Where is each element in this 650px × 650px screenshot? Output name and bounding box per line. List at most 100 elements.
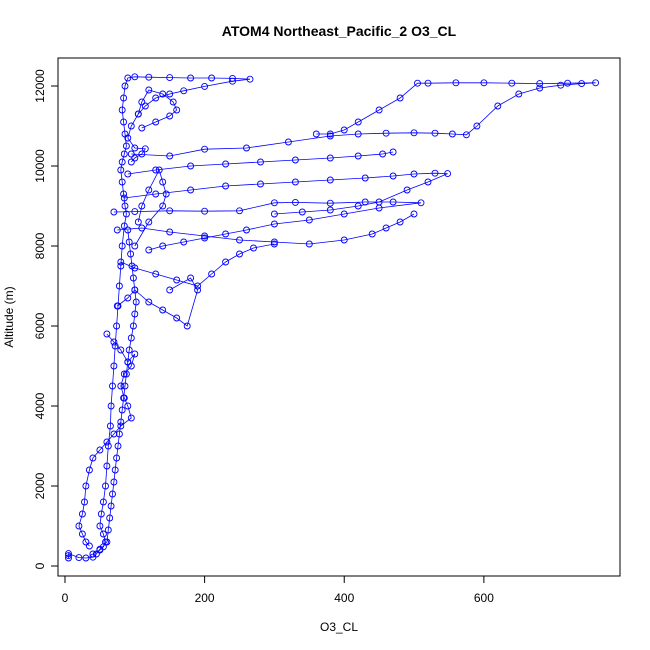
data-point	[414, 79, 421, 87]
plot-area	[65, 73, 600, 562]
data-point	[75, 522, 83, 530]
data-point	[120, 194, 128, 202]
data-point	[480, 79, 488, 87]
data-series	[113, 274, 202, 330]
data-point	[305, 240, 313, 248]
data-point	[106, 514, 114, 522]
data-point	[127, 150, 135, 158]
data-point	[65, 550, 72, 558]
y-tick-label: 6000	[33, 312, 47, 339]
data-point	[448, 130, 456, 138]
data-point	[145, 186, 153, 194]
data-point	[159, 242, 167, 250]
data-point	[187, 74, 195, 82]
data-point	[138, 98, 146, 106]
data-point	[257, 180, 264, 188]
data-point	[131, 154, 139, 162]
data-point	[124, 402, 132, 410]
data-point	[127, 122, 135, 130]
data-point	[201, 145, 209, 153]
x-tick-label: 600	[474, 591, 494, 605]
data-series	[131, 166, 170, 250]
data-point	[410, 210, 418, 218]
data-point	[134, 218, 142, 226]
data-series	[65, 73, 254, 562]
data-point	[96, 546, 104, 554]
data-point	[120, 394, 128, 402]
data-series	[124, 148, 397, 178]
data-point	[473, 122, 481, 130]
data-point	[508, 79, 516, 87]
data-point	[462, 131, 470, 139]
series-line	[131, 82, 596, 157]
data-point	[208, 74, 216, 82]
chart-title: ATOM4 Northeast_Pacific_2 O3_CL	[222, 23, 457, 39]
data-point	[115, 282, 123, 290]
data-point	[494, 102, 502, 110]
data-point	[194, 282, 202, 290]
data-point	[106, 422, 114, 430]
data-point	[99, 530, 107, 538]
data-point	[131, 350, 139, 358]
data-point	[127, 250, 135, 258]
data-point	[173, 314, 181, 322]
data-point	[431, 129, 439, 137]
series-line	[127, 151, 394, 175]
data-point	[312, 130, 320, 138]
series-line	[137, 89, 178, 129]
data-point	[97, 510, 105, 518]
data-point	[81, 498, 88, 506]
series-line	[78, 333, 136, 547]
data-point	[125, 238, 133, 246]
data-point	[222, 182, 230, 190]
data-point	[109, 382, 116, 390]
y-tick-label: 4000	[33, 392, 47, 419]
data-point	[107, 502, 115, 510]
data-point	[159, 306, 167, 314]
data-point	[166, 112, 174, 120]
data-point	[250, 244, 257, 252]
data-point	[89, 550, 97, 558]
data-point	[270, 238, 278, 246]
data-series	[117, 240, 278, 290]
data-point	[354, 130, 362, 138]
data-point	[410, 129, 418, 137]
data-point	[122, 370, 130, 378]
data-point	[326, 130, 334, 138]
data-point	[107, 402, 115, 410]
data-point	[201, 82, 209, 90]
data-point	[236, 236, 243, 244]
data-point	[166, 207, 174, 215]
data-point	[124, 134, 132, 142]
data-point	[592, 79, 600, 87]
data-point	[183, 322, 191, 330]
data-point	[114, 442, 122, 450]
data-point	[120, 94, 128, 102]
data-point	[129, 274, 137, 282]
data-point	[375, 204, 383, 212]
data-point	[117, 418, 125, 426]
data-point	[326, 206, 334, 214]
data-point	[536, 84, 544, 92]
data-point	[117, 382, 125, 390]
data-point	[166, 152, 174, 160]
data-point	[121, 202, 129, 210]
series-line	[134, 168, 167, 247]
data-series	[127, 79, 600, 160]
data-point	[82, 538, 90, 546]
data-point	[431, 169, 439, 177]
data-point	[118, 406, 126, 414]
data-point	[145, 218, 153, 226]
data-point	[78, 530, 86, 538]
data-point	[124, 170, 132, 178]
data-point	[536, 80, 544, 88]
data-point	[246, 75, 254, 83]
data-point	[152, 166, 160, 174]
data-series	[134, 86, 181, 132]
data-point	[403, 186, 411, 194]
data-point	[138, 224, 146, 232]
data-point	[564, 79, 572, 87]
data-point	[127, 362, 135, 370]
data-point	[115, 430, 123, 438]
data-point	[257, 158, 264, 166]
